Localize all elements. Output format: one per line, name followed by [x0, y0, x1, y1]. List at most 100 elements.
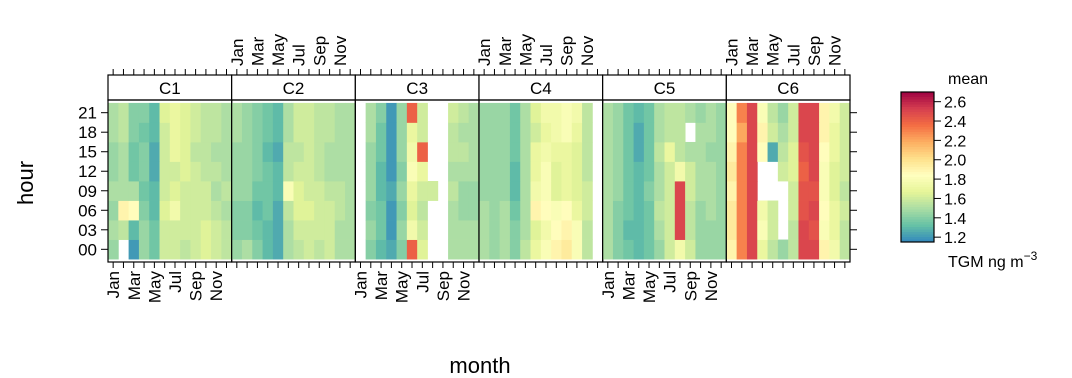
heat-cell — [685, 220, 696, 240]
x-tick-label: Sep — [187, 271, 206, 301]
legend-color-step — [901, 177, 934, 180]
heat-cell — [128, 239, 140, 260]
x-tick-label: Nov — [207, 271, 226, 302]
heat-cell — [540, 102, 552, 123]
heat-cell — [643, 220, 655, 240]
heat-cell — [561, 200, 573, 221]
panel-strip — [354, 74, 480, 101]
panel-strip — [478, 74, 604, 101]
heat-cell — [798, 161, 810, 182]
heat-cell — [479, 102, 490, 123]
legend-color-step — [901, 194, 934, 198]
x-tick-label: May — [764, 33, 783, 66]
heat-cell — [200, 102, 212, 123]
heat-cell — [345, 239, 356, 260]
x-tick-label: Mar — [248, 36, 267, 66]
legend-color-step — [901, 164, 934, 168]
heat-cell — [262, 220, 274, 240]
heat-cell — [509, 200, 521, 221]
heat-cell — [149, 161, 160, 182]
heat-cell — [829, 220, 841, 240]
y-tick-label: 09 — [78, 182, 97, 201]
heat-cell — [159, 122, 171, 143]
heat-cell — [396, 181, 408, 201]
heat-cell — [736, 141, 748, 162]
heat-cell — [726, 141, 738, 162]
x-tick-label: Sep — [558, 36, 577, 66]
x-tick-label: Jul — [784, 44, 803, 66]
heat-cell — [839, 200, 851, 221]
heat-cell — [561, 239, 573, 260]
heat-cell — [128, 220, 140, 240]
legend-unit-exponent: −3 — [1024, 249, 1038, 263]
heat-cell — [128, 181, 140, 201]
heat-cell — [365, 102, 377, 123]
heat-cell — [396, 102, 408, 123]
x-tick-label: May — [269, 33, 288, 66]
heat-cell — [654, 220, 665, 240]
panel-strip-label: C2 — [283, 79, 305, 98]
heat-cell — [448, 102, 459, 123]
heat-cell — [551, 181, 562, 201]
heat-cell — [241, 141, 253, 162]
heat-cell — [551, 200, 562, 221]
heat-cell — [468, 239, 480, 260]
heat-cell — [458, 239, 470, 260]
panel-strip-label: C4 — [530, 79, 552, 98]
heat-cell — [746, 161, 758, 182]
heat-cell — [602, 239, 614, 260]
legend-color-step — [901, 199, 934, 203]
legend-color-step — [901, 202, 934, 205]
heat-cell — [211, 200, 222, 221]
legend-color-step — [901, 192, 934, 195]
heat-cell — [561, 181, 573, 201]
heat-cell — [757, 122, 768, 143]
heat-cell — [767, 122, 779, 143]
heat-cell — [149, 122, 160, 143]
heat-cell — [736, 102, 748, 123]
heat-cell — [623, 161, 634, 182]
heat-cell — [108, 102, 119, 123]
heat-cell — [365, 181, 377, 201]
heat-cell — [262, 122, 274, 143]
heat-cell — [489, 220, 501, 240]
heat-cell — [386, 220, 397, 240]
heat-cell — [468, 102, 480, 123]
heat-cell — [448, 239, 459, 260]
heat-cell — [716, 200, 727, 221]
legend-color-step — [901, 92, 934, 95]
heat-cell — [654, 161, 665, 182]
heat-cell — [829, 122, 841, 143]
heat-cell — [283, 102, 294, 123]
heat-cell — [159, 141, 171, 162]
heat-cell — [303, 200, 315, 221]
heat-cell — [654, 102, 665, 123]
heat-cell — [643, 141, 655, 162]
heat-cell — [788, 122, 799, 143]
heat-cell — [788, 220, 799, 240]
heat-cell — [190, 122, 202, 143]
panel-c3: C3 — [354, 74, 480, 263]
heat-cell — [551, 141, 562, 162]
legend-color-step — [901, 159, 934, 163]
heat-cell — [303, 181, 315, 201]
heat-cell — [633, 220, 645, 240]
heat-cell — [530, 200, 542, 221]
heat-cell — [406, 200, 418, 221]
legend-color-step — [901, 102, 934, 105]
legend-tick-label: 2.0 — [944, 153, 966, 170]
legend-color-step — [901, 222, 934, 225]
heat-cell — [386, 141, 397, 162]
heat-cell — [829, 239, 841, 260]
legend-colorbar-border — [900, 91, 935, 243]
heat-cell — [685, 141, 696, 162]
heat-cell — [520, 122, 531, 143]
heat-cell — [118, 141, 130, 162]
heat-cell — [262, 141, 274, 162]
heat-cell — [283, 141, 294, 162]
x-tick-label: Mar — [619, 271, 638, 301]
heat-cell — [448, 122, 459, 143]
heat-cell — [211, 220, 222, 240]
heat-cell — [303, 141, 315, 162]
heat-cell — [169, 161, 181, 182]
